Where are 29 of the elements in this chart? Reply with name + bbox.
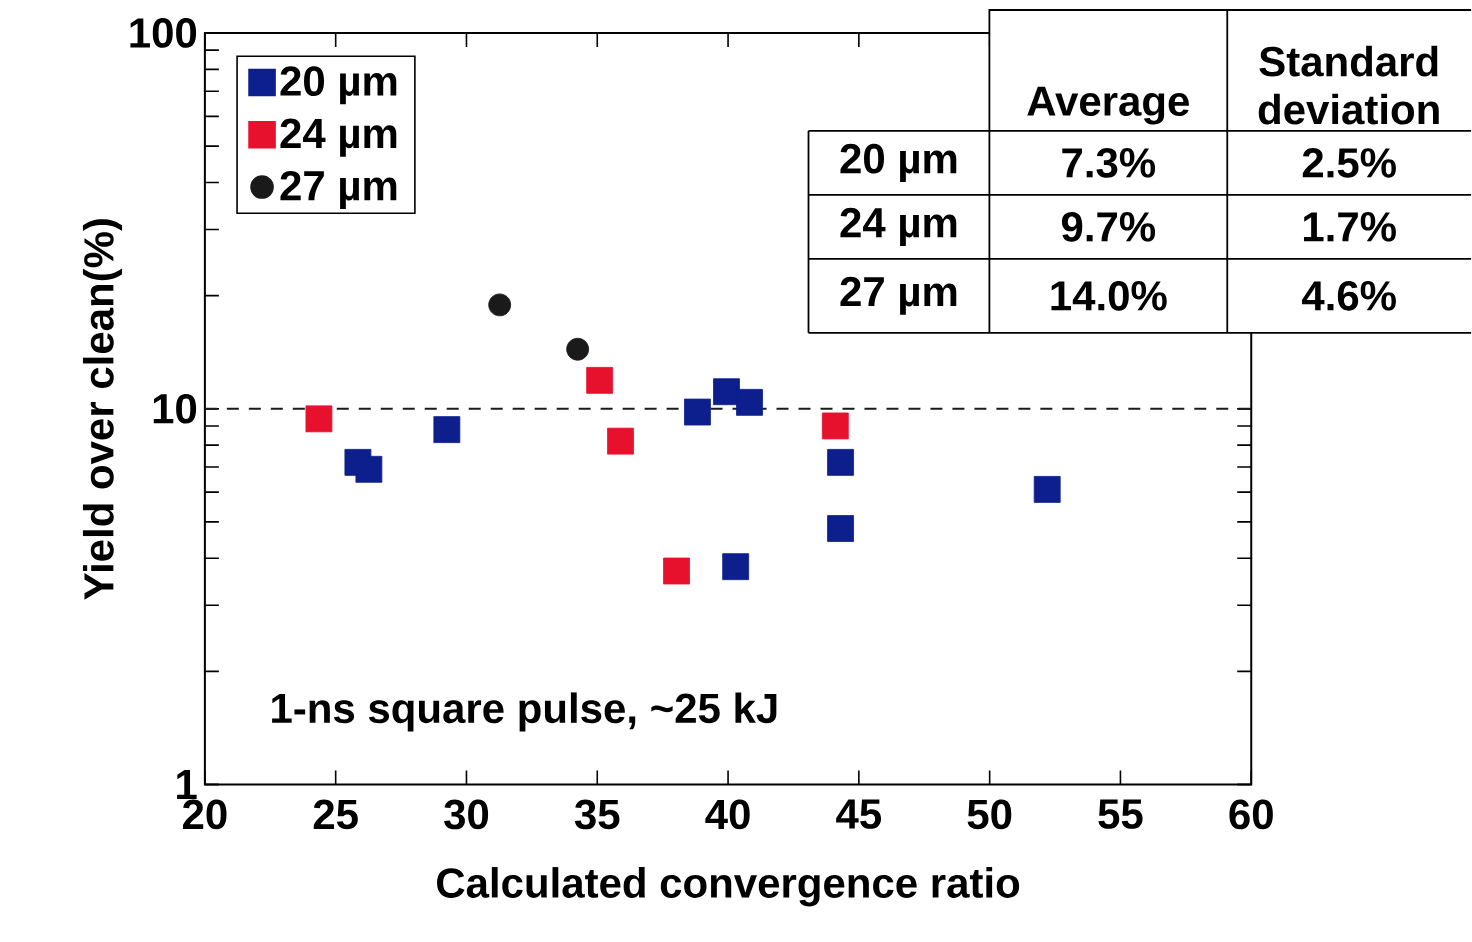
x-tick-label: 40: [705, 799, 750, 830]
annotation: 1-ns square pulse, ~25 kJ: [272, 692, 777, 732]
y-axis-title: Yield over clean(%): [82, 219, 123, 600]
annotation: Average: [1027, 86, 1189, 125]
x-tick-label: 45: [836, 799, 882, 829]
annotation: 14.0%: [1051, 280, 1167, 311]
annotation: 27 µm: [840, 276, 957, 315]
annotation: 9.7%: [1061, 211, 1156, 242]
x-tick-label: 50: [967, 799, 1012, 830]
y-tick-label: 100: [130, 17, 197, 48]
text: 4.6%: [1301, 280, 1396, 311]
annotation: 7.3%: [1062, 147, 1156, 178]
annotation: 24 µm: [840, 207, 957, 246]
x-tick-label: 35: [574, 799, 620, 830]
x-tick-label: 60: [1229, 799, 1273, 830]
x-tick-label: 25: [313, 799, 358, 830]
legend-label: 20 µm: [280, 66, 397, 105]
y-tick-label: 1: [177, 769, 197, 799]
x-axis-title: Calculated convergence ratio: [437, 866, 1020, 907]
text: 2.5%: [1302, 147, 1396, 178]
x-tick-label: 55: [1098, 799, 1143, 829]
text: Standard deviation: [1258, 45, 1439, 125]
y-tick-label: 10: [153, 393, 197, 424]
annotation: 20 µm: [840, 143, 957, 182]
legend-label: 24 µm: [280, 118, 397, 157]
x-tick-label: 20: [182, 799, 227, 830]
text: 1.7%: [1303, 211, 1396, 242]
legend-label: 27 µm: [280, 170, 397, 209]
x-tick-label: 30: [444, 799, 489, 830]
